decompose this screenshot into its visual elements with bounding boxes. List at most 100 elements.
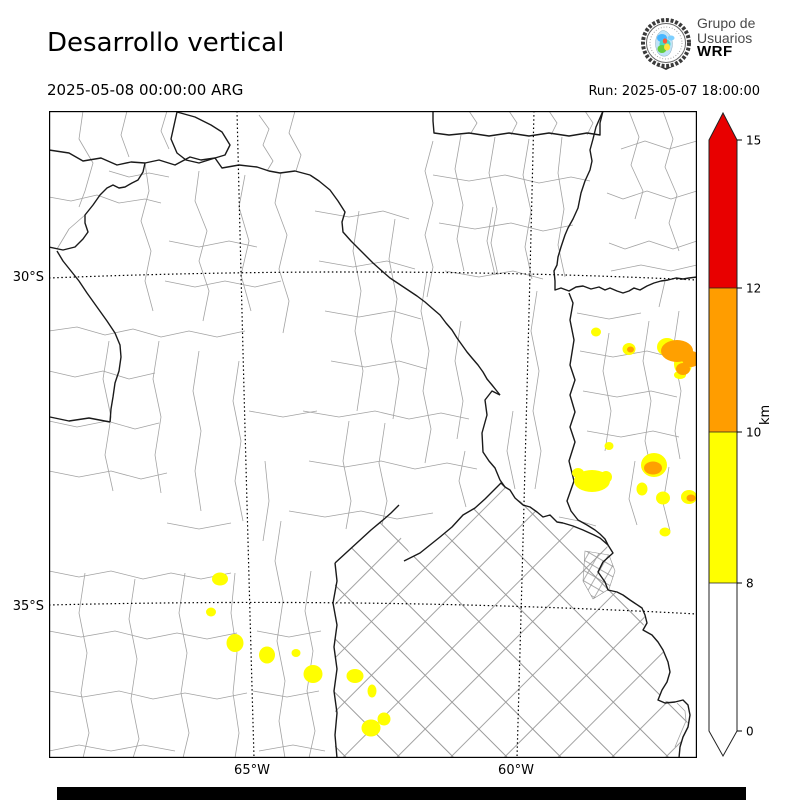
department-boundary [256,630,322,638]
echotop-blob [676,363,690,375]
province-boundary [49,416,111,423]
graticule [49,111,697,758]
department-boundary [658,280,666,308]
department-boundary [642,320,652,470]
echotop-blob [377,712,391,726]
colorbar-tick-label: 15 [746,134,761,148]
gridline-30S [49,271,697,281]
department-boundary [164,280,282,288]
colorbar-tick-label: 10 [746,426,761,440]
department-boundary [49,690,248,700]
province-boundary [49,162,146,251]
department-boundary [49,326,246,338]
echotop-blob [644,461,662,475]
department-boundary [288,111,302,172]
colorbar-tick-label: 0 [746,725,754,739]
echotop-blob [600,471,612,483]
department-boundary [78,111,94,208]
department-boundaries [49,111,697,758]
province-boundary [562,522,691,758]
department-boundary [486,206,496,276]
province-boundary [403,482,506,562]
department-boundary [674,702,687,748]
department-boundary [49,630,238,640]
department-boundary [248,410,318,418]
colorbar: 15 12 10 8 0 [708,111,761,758]
department-boundary [454,320,464,440]
department-boundary [160,111,170,150]
department-boundary [166,522,232,530]
department-boundary [468,111,478,134]
echotop-blob [656,491,670,505]
province-boundary [334,504,400,564]
province-boundary [566,292,609,546]
department-boundary [488,136,499,276]
echotop-blob [659,527,671,537]
colorbar-segment [709,140,737,288]
department-boundary [258,114,274,172]
department-boundary [108,170,170,178]
province-boundary [170,111,231,164]
colorbar-unit-label: km [758,404,773,425]
department-boundary [602,332,612,452]
gridline-35S [49,601,697,615]
province-boundary [49,149,311,176]
department-boundary [324,310,422,320]
department-boundary [610,264,697,272]
department-boundary [232,360,244,522]
colorbar-segment [709,583,737,731]
department-boundary [308,460,478,470]
province-boundaries [49,111,697,758]
echotop-blob [636,482,648,496]
echotop-blob [604,442,614,450]
department-boundary [628,111,644,220]
echotop-blob [291,649,301,657]
department-boundary [342,420,352,530]
wrf-logo-text: Grupo de Usuarios WRF [697,16,755,60]
colorbar-top-arrow [709,113,737,140]
echotop-blob [346,669,364,683]
map-frame [49,111,697,758]
department-boundary [330,360,428,370]
department-boundary [444,270,544,280]
echotop-blob [259,646,275,664]
department-boundary [56,214,86,250]
department-boundary [274,172,290,334]
department-boundary [424,140,434,298]
echotop-blob [627,346,634,353]
department-boundary [586,430,680,438]
echotop-blob [367,684,377,698]
department-boundary [318,260,416,270]
province-boundary [553,111,697,294]
department-boundary [258,744,326,752]
department-boundary [252,690,320,698]
department-boundary [420,270,432,464]
department-boundary [432,174,591,184]
page-title: Desarrollo vertical [47,28,285,58]
map-canvas [49,111,697,758]
logo-line3: WRF [697,43,733,60]
colorbar-bottom-arrow [709,731,737,756]
department-boundary [192,350,202,512]
department-boundary [120,111,130,158]
department-boundary [49,370,156,380]
echotop-blob [206,607,216,617]
department-boundary [582,390,678,398]
department-boundary [458,450,467,508]
department-boundary [78,572,90,758]
department-boundary [606,190,697,200]
department-boundary [274,520,286,758]
echotop-blob [591,327,601,337]
colorbar-tick-label: 12 [746,282,761,296]
department-boundary [506,410,516,490]
logo-line2: Usuarios [697,29,753,46]
department-boundary [508,111,518,136]
department-boundary [662,111,680,252]
department-boundary [238,174,252,312]
lat-tick-label: 35°S [12,599,44,614]
department-boundary [168,240,258,248]
department-boundary [388,218,400,420]
department-boundary [262,460,270,542]
echotop-blob [303,665,323,683]
department-boundary [314,210,410,220]
